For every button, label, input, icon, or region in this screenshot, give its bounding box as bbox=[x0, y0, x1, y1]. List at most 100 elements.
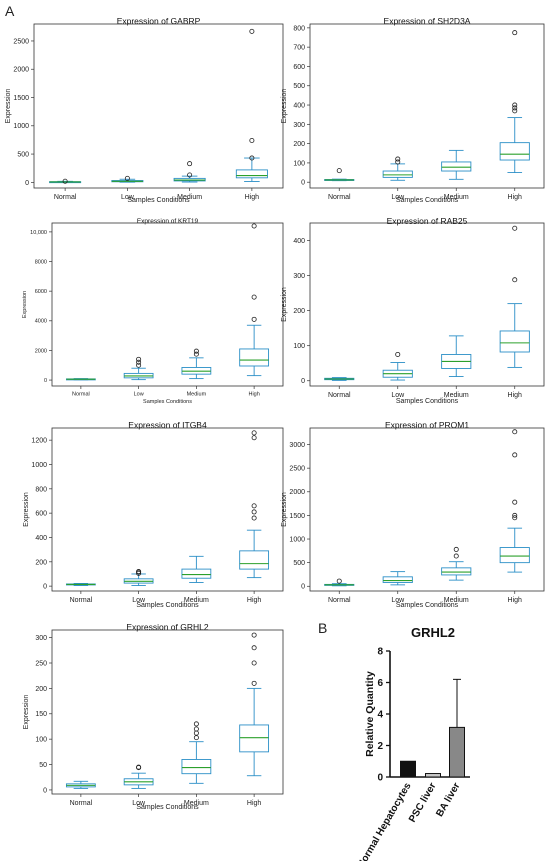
boxplot-panel-2: Expression of KRT19 0 2000 4000 6000 8000 10,0… bbox=[22, 218, 284, 405]
y-tick-label: 2000 bbox=[13, 67, 29, 74]
y-tick-label: 2000 bbox=[289, 489, 305, 496]
y-tick-label: 4000 bbox=[35, 319, 47, 325]
y-tick-label: 100 bbox=[35, 737, 47, 744]
outlier-point bbox=[193, 735, 199, 741]
outlier-point bbox=[512, 102, 518, 108]
y-tick-label: 800 bbox=[293, 25, 305, 32]
x-tick-label: Normal bbox=[328, 597, 351, 604]
y-tick-label: 10,000 bbox=[30, 230, 47, 236]
chart-title: Expression of GRHL2 bbox=[126, 622, 208, 632]
iqr-box bbox=[499, 330, 530, 353]
outlier-point bbox=[136, 764, 142, 770]
x-axis-label: Samples Conditions bbox=[396, 398, 459, 405]
chart-title: Expression of PROM1 bbox=[385, 420, 469, 430]
outlier-point bbox=[336, 578, 342, 584]
box-low bbox=[382, 571, 413, 586]
box-high bbox=[499, 429, 530, 573]
box-high bbox=[239, 223, 270, 377]
x-tick-label: Medium bbox=[184, 800, 209, 807]
boxplot-panel-4: Expression of ITGB4 0 200 400 600 800 1000 1200… bbox=[23, 420, 284, 609]
outlier-point bbox=[251, 632, 257, 638]
x-tick-label: Normal bbox=[54, 194, 77, 201]
outlier-point bbox=[395, 159, 401, 165]
outlier-point bbox=[251, 660, 257, 666]
x-axis-label: Samples Conditions bbox=[143, 399, 192, 405]
bar-1 bbox=[425, 773, 441, 778]
bar-chart-panel: GRHL2 0 2 4 6 8 Relative Quantity Normal Hepato… bbox=[356, 625, 470, 861]
y-tick-label: 1000 bbox=[289, 536, 305, 543]
y-tick-label: 1200 bbox=[31, 438, 47, 445]
box-medium bbox=[441, 546, 472, 581]
y-tick-label: 50 bbox=[39, 762, 47, 769]
y-tick-label: 300 bbox=[293, 122, 305, 129]
outlier-point bbox=[249, 137, 255, 143]
y-tick-label: 8000 bbox=[35, 259, 47, 265]
outlier-point bbox=[251, 509, 257, 515]
box-high bbox=[239, 430, 270, 579]
x-tick-label: High bbox=[508, 194, 523, 201]
y-axis-label: Relative Quantity bbox=[364, 671, 376, 757]
x-tick-label: Medium bbox=[444, 392, 469, 399]
box-normal bbox=[324, 377, 355, 381]
iqr-box bbox=[239, 724, 270, 753]
outlier-point bbox=[124, 175, 130, 181]
outlier-point bbox=[512, 277, 518, 283]
y-tick-label: 0 bbox=[301, 180, 305, 187]
y-axis-label: Expression bbox=[5, 89, 12, 124]
box-low bbox=[382, 351, 413, 381]
x-tick-label: Medium bbox=[187, 392, 207, 398]
outlier-point bbox=[453, 546, 459, 552]
y-axis-label: Expression bbox=[281, 492, 288, 527]
outlier-point bbox=[249, 155, 255, 161]
x-tick-label: Normal Hepatocytes bbox=[356, 781, 414, 861]
outlier-point bbox=[512, 429, 518, 435]
outlier-point bbox=[251, 645, 257, 651]
x-tick-label: Normal bbox=[70, 597, 93, 604]
boxplot-panel-0: Expression of GABRP 0 500 1000 1500 2000 2500 E… bbox=[5, 16, 284, 204]
box-low bbox=[123, 764, 154, 789]
y-axis-label: Expression bbox=[23, 695, 30, 730]
outlier-point bbox=[512, 108, 518, 114]
box-low bbox=[123, 569, 154, 586]
box-low bbox=[111, 175, 144, 183]
iqr-box bbox=[382, 170, 413, 178]
outlier-point bbox=[512, 452, 518, 458]
x-tick-label: Low bbox=[132, 800, 146, 807]
panel-a-label: A bbox=[5, 3, 15, 19]
y-tick-label: 6 bbox=[377, 678, 383, 689]
x-tick-label: High bbox=[508, 392, 523, 399]
y-tick-label: 0 bbox=[44, 378, 47, 384]
chart-title: Expression of ITGB4 bbox=[128, 420, 207, 430]
box-medium bbox=[173, 161, 206, 183]
outlier-point bbox=[395, 156, 401, 162]
boxplot-panel-5: Expression of PROM1 0 500 1000 1500 2000 2500 3… bbox=[281, 420, 545, 609]
iqr-box bbox=[499, 547, 530, 564]
outlier-point bbox=[251, 223, 257, 229]
y-tick-label: 150 bbox=[35, 711, 47, 718]
outlier-point bbox=[136, 359, 142, 365]
boxplot-panel-6: Expression of GRHL2 0 50 100 150 200 250 300 Exp… bbox=[23, 622, 284, 811]
x-tick-label: High bbox=[247, 597, 262, 604]
box-normal bbox=[65, 780, 96, 789]
x-axis-label: Samples Conditions bbox=[127, 197, 190, 204]
plot-frame bbox=[51, 427, 284, 592]
y-tick-label: 2500 bbox=[289, 466, 305, 473]
chart-title: Expression of RAB25 bbox=[387, 216, 468, 226]
y-axis-label: Expression bbox=[22, 291, 28, 318]
outlier-point bbox=[193, 726, 199, 732]
chart-title: Expression of SH2D3A bbox=[384, 16, 471, 26]
box-low bbox=[382, 156, 413, 181]
bar-0 bbox=[400, 760, 416, 778]
y-tick-label: 1500 bbox=[289, 513, 305, 520]
outlier-point bbox=[251, 680, 257, 686]
chart-title: Expression of GABRP bbox=[117, 16, 201, 26]
x-tick-label: BA liver bbox=[434, 781, 462, 819]
outlier-point bbox=[251, 435, 257, 441]
outlier-point bbox=[187, 172, 193, 178]
panel-b-label: B bbox=[318, 620, 328, 636]
iqr-box bbox=[499, 142, 530, 161]
plot-frame bbox=[309, 222, 545, 387]
box-medium bbox=[181, 721, 212, 784]
outlier-point bbox=[136, 356, 142, 362]
y-tick-label: 800 bbox=[35, 486, 47, 493]
